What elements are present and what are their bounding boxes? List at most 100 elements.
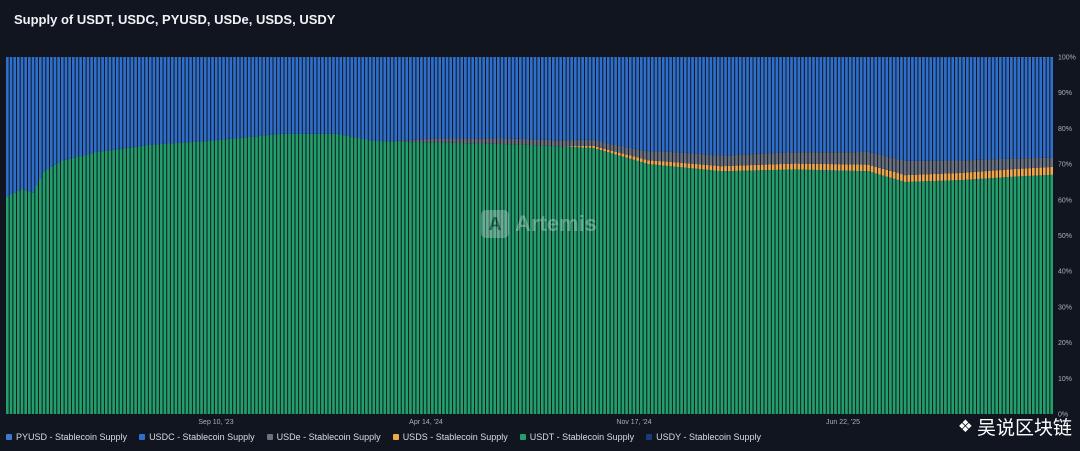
bar-segment-usde bbox=[848, 152, 852, 165]
bar-segment-usds bbox=[958, 172, 962, 181]
legend-item[interactable]: USDS - Stablecoin Supply bbox=[392, 432, 508, 442]
bar-segment-usdc bbox=[793, 57, 797, 153]
bar-segment-usdt bbox=[6, 196, 9, 414]
bar-segment-usdt bbox=[277, 134, 280, 415]
bar-segment-usdt bbox=[559, 146, 562, 414]
bar-segment-usdt bbox=[431, 142, 434, 414]
bar-segment-usds bbox=[944, 173, 947, 181]
bar-segment-usde bbox=[702, 154, 705, 165]
bar-segment-usdt bbox=[192, 141, 196, 414]
legend-item[interactable]: USDT - Stablecoin Supply bbox=[519, 432, 634, 442]
bar-segment-usdt bbox=[1039, 175, 1042, 414]
bar-segment-usdc bbox=[222, 57, 225, 140]
bar-segment-usds bbox=[793, 163, 797, 170]
bar-segment-usdc bbox=[346, 57, 350, 136]
bar-segment-usdc bbox=[262, 57, 266, 136]
bar-segment-usds bbox=[995, 170, 999, 178]
watermark: A Artemis bbox=[481, 210, 597, 238]
bar-segment-usde bbox=[735, 154, 738, 166]
bar-segment-usde bbox=[482, 138, 486, 144]
bars-group bbox=[6, 57, 1053, 415]
bar-segment-usdt bbox=[925, 181, 929, 414]
bar-segment-usdt bbox=[562, 146, 566, 415]
bar-segment-usdt bbox=[416, 141, 420, 414]
bar-segment-usdc bbox=[1021, 58, 1024, 159]
bar-segment-usdc bbox=[75, 57, 79, 157]
bar-segment-usds bbox=[878, 167, 881, 175]
bar-segment-usdt bbox=[900, 180, 903, 414]
bar-segment-usds bbox=[859, 164, 863, 172]
bar-segment-usds bbox=[826, 164, 830, 171]
bar-segment-usde bbox=[874, 153, 878, 167]
legend-item[interactable]: USDC - Stablecoin Supply bbox=[139, 432, 255, 442]
bar-segment-usdt bbox=[313, 133, 317, 414]
bar-segment-usdt bbox=[793, 169, 797, 414]
bar-segment-usdc bbox=[1017, 58, 1021, 159]
bar-segment-usdt bbox=[944, 180, 947, 414]
bar-segment-usdt bbox=[493, 143, 497, 414]
bar-segment-usde bbox=[533, 139, 537, 146]
bar-segment-usds bbox=[713, 165, 716, 171]
bar-segment-usdt bbox=[236, 138, 240, 415]
bar-segment-usdt bbox=[907, 181, 911, 414]
bar-segment-usds bbox=[606, 149, 610, 153]
bar-segment-usdt bbox=[625, 157, 628, 415]
bar-segment-usdc bbox=[808, 57, 812, 153]
bar-segment-usds bbox=[683, 163, 687, 168]
bar-segment-usds bbox=[771, 164, 775, 170]
bar-segment-usdt bbox=[544, 145, 548, 414]
bar-segment-usdc bbox=[599, 57, 603, 142]
bar-segment-usdc bbox=[277, 57, 280, 135]
bar-segment-usds bbox=[867, 164, 870, 172]
bar-segment-usde bbox=[423, 138, 427, 143]
bar-segment-usds bbox=[628, 155, 632, 159]
bar-segment-usdc bbox=[830, 57, 834, 153]
bar-segment-usdt bbox=[497, 143, 500, 414]
bar-segment-usds bbox=[1046, 167, 1050, 175]
bar-segment-usde bbox=[1043, 157, 1046, 168]
bar-segment-usde bbox=[962, 160, 966, 173]
bar-segment-usdc bbox=[779, 57, 782, 153]
bar-segment-usde bbox=[489, 138, 493, 144]
bar-segment-usdc bbox=[185, 57, 189, 143]
bar-segment-usdc bbox=[526, 57, 529, 140]
bar-segment-usdc bbox=[540, 57, 544, 140]
bar-segment-usdc bbox=[617, 57, 621, 146]
bar-segment-usdt bbox=[207, 140, 211, 414]
bar-segment-usdt bbox=[390, 141, 394, 414]
bar-segment-usdt bbox=[705, 169, 709, 414]
legend-item[interactable]: PYUSD - Stablecoin Supply bbox=[6, 432, 127, 442]
bar-segment-usdt bbox=[610, 153, 614, 414]
y-tick-label: 30% bbox=[1058, 304, 1072, 311]
bar-segment-usdt bbox=[134, 146, 137, 414]
bar-segment-usdc bbox=[269, 57, 273, 135]
bar-segment-usdt bbox=[786, 169, 790, 414]
bar-segment-usdt bbox=[288, 133, 291, 414]
bar-segment-usds bbox=[973, 171, 977, 180]
bar-segment-usdc bbox=[123, 57, 126, 149]
legend-item[interactable]: USDe - Stablecoin Supply bbox=[266, 432, 381, 442]
bar-segment-usde bbox=[570, 140, 573, 147]
bar-segment-usdt bbox=[511, 144, 515, 415]
bar-segment-usdc bbox=[431, 57, 434, 139]
bar-segment-usde bbox=[742, 154, 746, 166]
bar-segment-usdt bbox=[969, 179, 973, 414]
bar-segment-usdt bbox=[218, 139, 222, 414]
bar-segment-usdt bbox=[922, 181, 925, 414]
bar-segment-usde bbox=[588, 139, 592, 146]
bar-segment-usdt bbox=[878, 174, 881, 414]
bar-segment-usds bbox=[782, 163, 786, 170]
bar-segment-usdc bbox=[724, 57, 727, 156]
bar-segment-usdc bbox=[764, 57, 768, 154]
bar-segment-usdc bbox=[42, 57, 46, 172]
bar-segment-usdc bbox=[878, 57, 881, 155]
bar-segment-usdc bbox=[57, 57, 60, 163]
bar-segment-usdt bbox=[97, 151, 101, 415]
bar-segment-pyusd bbox=[1006, 57, 1010, 58]
bar-segment-usde bbox=[464, 138, 467, 144]
bar-segment-usdt bbox=[372, 140, 376, 414]
bar-segment-usds bbox=[577, 146, 581, 148]
bar-segment-usde bbox=[859, 151, 863, 165]
bar-segment-usde bbox=[834, 152, 837, 165]
legend-item[interactable]: USDY - Stablecoin Supply bbox=[646, 432, 761, 442]
